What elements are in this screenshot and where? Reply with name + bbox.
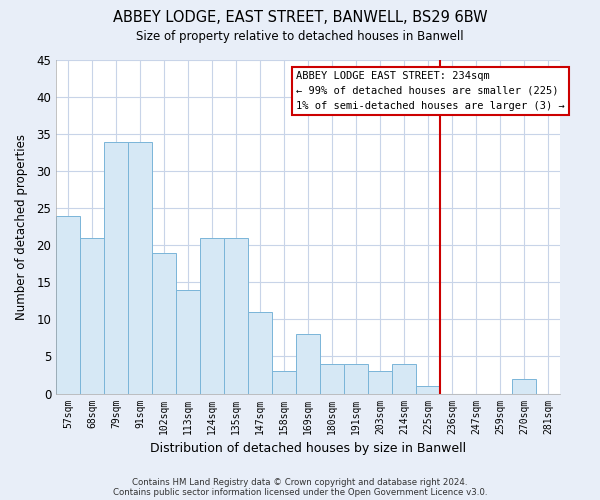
Bar — [224, 238, 248, 394]
Bar — [56, 216, 80, 394]
Bar — [104, 142, 128, 394]
Text: Size of property relative to detached houses in Banwell: Size of property relative to detached ho… — [136, 30, 464, 43]
Bar — [392, 364, 416, 394]
Bar — [176, 290, 200, 394]
Bar — [368, 372, 392, 394]
Bar — [128, 142, 152, 394]
Bar — [296, 334, 320, 394]
Bar — [320, 364, 344, 394]
Bar — [80, 238, 104, 394]
Text: ABBEY LODGE EAST STREET: 234sqm
← 99% of detached houses are smaller (225)
1% of: ABBEY LODGE EAST STREET: 234sqm ← 99% of… — [296, 71, 565, 110]
Y-axis label: Number of detached properties: Number of detached properties — [15, 134, 28, 320]
Bar — [152, 252, 176, 394]
Bar — [512, 378, 536, 394]
X-axis label: Distribution of detached houses by size in Banwell: Distribution of detached houses by size … — [150, 442, 466, 455]
Bar — [344, 364, 368, 394]
Bar — [200, 238, 224, 394]
Bar — [248, 312, 272, 394]
Bar — [272, 372, 296, 394]
Text: ABBEY LODGE, EAST STREET, BANWELL, BS29 6BW: ABBEY LODGE, EAST STREET, BANWELL, BS29 … — [113, 10, 487, 25]
Text: Contains HM Land Registry data © Crown copyright and database right 2024.: Contains HM Land Registry data © Crown c… — [132, 478, 468, 487]
Bar — [416, 386, 440, 394]
Text: Contains public sector information licensed under the Open Government Licence v3: Contains public sector information licen… — [113, 488, 487, 497]
